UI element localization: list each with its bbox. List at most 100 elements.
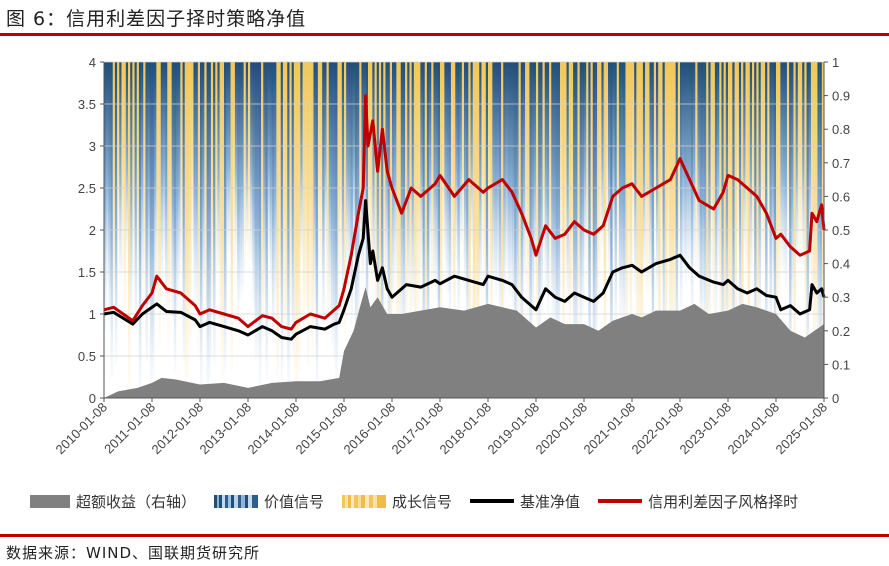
growth-signal-bar <box>616 62 620 265</box>
y-left-tick-label: 1 <box>89 307 96 322</box>
value-signal-bar <box>171 62 175 322</box>
value-signal-bar <box>237 62 240 321</box>
y-right-tick-label: 0.5 <box>832 223 850 238</box>
value-signal-bar <box>173 62 177 374</box>
value-signal-bar <box>106 62 109 284</box>
value-signal-bar <box>315 62 319 397</box>
value-signal-bar <box>217 62 220 271</box>
value-signal-bar <box>381 62 384 390</box>
growth-signal-bar <box>278 62 282 311</box>
value-signal-bar <box>675 62 679 366</box>
growth-signal-bar <box>536 62 539 352</box>
growth-signal-bar <box>632 62 635 250</box>
value-signal-bar <box>200 62 203 392</box>
growth-signal-bar <box>418 62 421 305</box>
legend-label-value: 价值信号 <box>264 492 325 511</box>
value-signal-bar <box>656 62 659 295</box>
value-signal-bar <box>348 62 351 285</box>
value-signal-bar <box>300 62 303 259</box>
growth-signal-bar <box>706 62 709 392</box>
growth-signal-bar <box>490 62 493 354</box>
value-signal-bar <box>224 62 227 373</box>
growth-signal-bar <box>306 62 310 366</box>
growth-signal-bar <box>501 62 504 390</box>
value-signal-bar <box>708 62 711 323</box>
value-signal-bar <box>328 62 332 306</box>
value-signal-bar <box>662 62 666 354</box>
growth-signal-bar <box>518 62 522 349</box>
growth-signal-bar <box>483 62 487 303</box>
growth-signal-bar <box>289 62 292 310</box>
value-signal-bar <box>426 62 430 378</box>
value-signal-bar <box>621 62 624 322</box>
value-signal-bar <box>152 62 155 381</box>
value-signal-bar <box>119 62 122 283</box>
growth-signal-bar <box>197 62 201 359</box>
value-signal-bar <box>505 62 508 269</box>
growth-signal-bar <box>424 62 428 387</box>
legend-item-strategy: 信用利差因子风格择时 <box>598 491 798 512</box>
growth-signal-bar <box>302 62 306 331</box>
value-signal-bar <box>208 62 212 379</box>
y-right-tick-label: 0.6 <box>832 189 850 204</box>
value-signal-bar <box>819 62 823 388</box>
value-signal-bar <box>407 62 410 298</box>
growth-signal-bar <box>293 62 297 386</box>
value-signal-bar <box>494 62 498 297</box>
growth-signal-bar <box>477 62 480 385</box>
growth-signal-bar <box>215 62 218 287</box>
growth-signal-bar <box>413 62 417 360</box>
legend-swatch-excess <box>30 494 70 508</box>
legend-item-value: 价值信号 <box>214 491 324 512</box>
growth-signal-bar <box>597 62 600 307</box>
value-signal-bar <box>690 62 694 321</box>
value-signal-bar <box>738 62 742 344</box>
y-left-tick-label: 4 <box>89 55 96 70</box>
value-signal-bar <box>492 62 495 284</box>
growth-signal-bar <box>745 62 748 289</box>
value-signal-bar <box>125 62 129 255</box>
value-signal-bar <box>134 62 138 331</box>
value-signal-bar <box>372 62 375 282</box>
value-signal-bar <box>411 62 415 306</box>
growth-signal-bar <box>282 62 286 323</box>
value-signal-bar <box>784 62 788 288</box>
y-left-tick-label: 2.5 <box>78 181 96 196</box>
figure-title: 图 6：信用利差因子择时策略净值 <box>6 8 307 30</box>
legend-item-excess: 超额收益（右轴） <box>30 491 196 512</box>
y-right-tick-label: 0.9 <box>832 89 850 104</box>
growth-signal-bar <box>112 62 116 309</box>
y-right-tick-label: 0.8 <box>832 122 850 137</box>
value-signal-bar <box>516 62 519 325</box>
growth-signal-bar <box>117 62 120 259</box>
growth-signal-bar <box>562 62 565 368</box>
value-signal-bar <box>546 62 550 315</box>
value-signal-bar <box>688 62 692 273</box>
value-signal-bar <box>791 62 794 308</box>
growth-signal-bar <box>128 62 131 394</box>
value-signal-bar <box>387 62 391 357</box>
growth-signal-bar <box>311 62 314 356</box>
growth-signal-bar <box>169 62 172 296</box>
growth-signal-bar <box>219 62 223 353</box>
growth-signal-bar <box>736 62 740 248</box>
value-signal-bar <box>594 62 598 357</box>
legend-item-growth: 成长信号 <box>342 491 452 512</box>
y-right-tick-label: 0.7 <box>832 156 850 171</box>
net-value-chart: 0 0.5 1 1.5 2 2.5 3 3.5 4 0 0.1 0.2 0.3 0.4 0.5 0.6 0.7 0… <box>52 55 850 457</box>
growth-signal-bar <box>564 62 567 282</box>
value-signal-bar <box>806 62 810 386</box>
growth-signal-bar <box>248 62 251 260</box>
growth-signal-bar <box>645 62 648 292</box>
value-signal-bar <box>509 62 513 297</box>
growth-signal-bar <box>560 62 563 260</box>
value-signal-bar <box>182 62 186 363</box>
growth-signal-bar <box>210 62 214 318</box>
value-signal-bar <box>531 62 535 322</box>
data-source: 数据来源：WIND、国联期货研究所 <box>6 544 261 562</box>
y-left-tick-label: 3 <box>89 139 96 154</box>
value-signal-bar <box>466 62 469 349</box>
value-signal-bar <box>699 62 703 336</box>
value-signal-bar <box>808 62 812 275</box>
growth-signal-bar <box>549 62 552 296</box>
